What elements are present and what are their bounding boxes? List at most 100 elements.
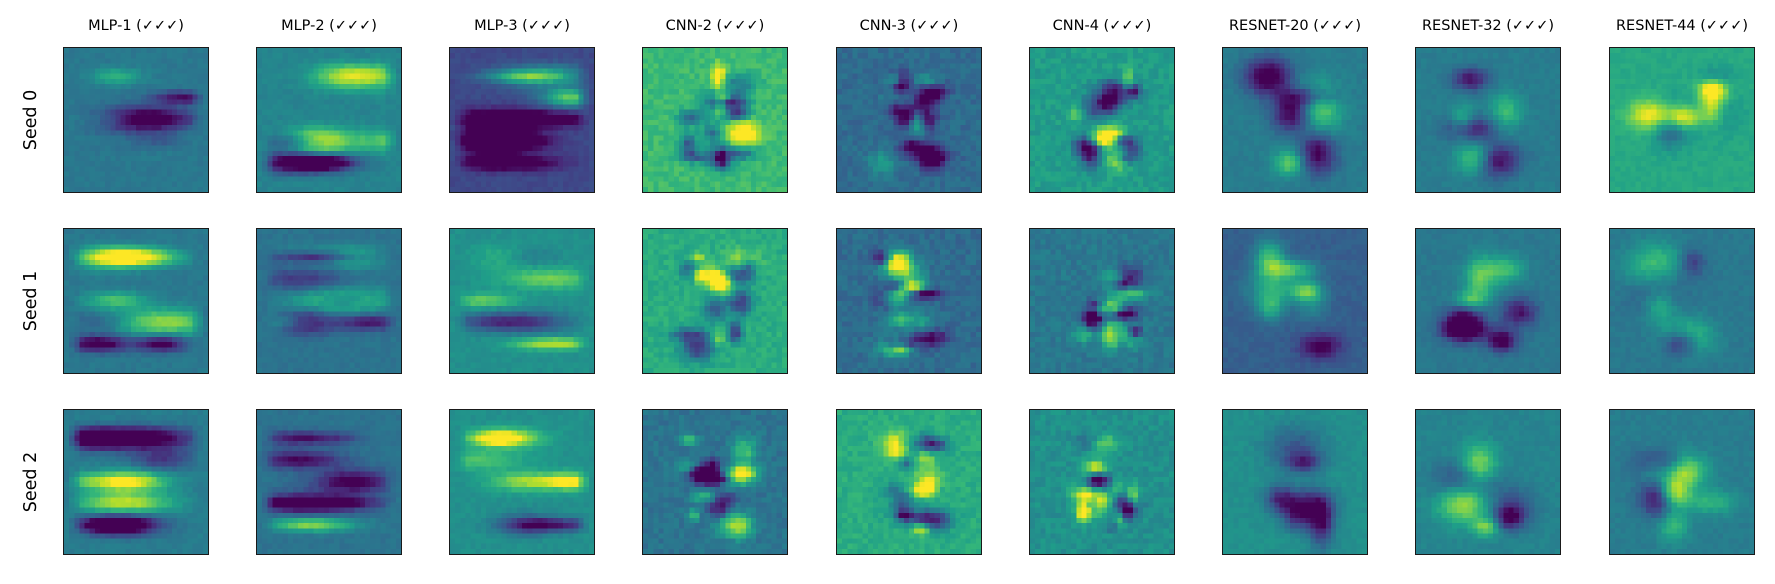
heatmap-cell (673, 135, 680, 141)
heatmap-cell (873, 63, 879, 69)
heatmap-cell (919, 58, 925, 64)
heatmap-cell (725, 94, 731, 100)
heatmap-cell (643, 73, 649, 79)
heatmap-cell (1096, 109, 1103, 115)
heatmap-cell (172, 78, 178, 85)
heatmap-cell (914, 53, 920, 59)
heatmap-cell (1233, 89, 1239, 95)
heatmap-cell (578, 186, 584, 192)
heatmap-cell (547, 68, 553, 74)
heatmap-cell (888, 89, 894, 95)
heatmap-cell (893, 171, 899, 177)
heatmap-cell (89, 94, 95, 100)
heatmap-cell (166, 63, 173, 69)
heatmap-cell (1356, 58, 1362, 64)
heatmap-cell (470, 171, 476, 177)
heatmap-cell (390, 84, 396, 90)
heatmap-cell (745, 58, 752, 64)
heatmap-cell (1071, 84, 1077, 90)
heatmap-cell (1045, 78, 1051, 85)
heatmap-cell (1228, 53, 1234, 59)
heatmap-cell (308, 156, 314, 162)
heatmap-cell (689, 145, 695, 151)
heatmap-cell (1320, 89, 1326, 95)
heatmap-cell (658, 89, 664, 95)
heatmap-cell (282, 181, 288, 187)
heatmap-cell (1163, 120, 1169, 126)
heatmap-cell (970, 171, 976, 177)
heatmap-cell (970, 120, 976, 126)
heatmap-cell (486, 125, 492, 131)
heatmap-cell (679, 130, 685, 136)
heatmap-cell (1091, 48, 1097, 54)
heatmap-cell (1158, 94, 1164, 100)
heatmap-cell (1086, 161, 1092, 167)
heatmap-cell (1310, 78, 1316, 85)
heatmap-cell (653, 156, 659, 162)
heatmap-cell (960, 104, 966, 110)
heatmap-cell (950, 89, 956, 95)
heatmap-cell (1248, 84, 1254, 90)
heatmap-cell (694, 68, 700, 74)
heatmap-cell (694, 63, 700, 69)
heatmap-cell (115, 89, 121, 95)
heatmap-cell (511, 63, 517, 69)
heatmap-cell (151, 73, 157, 79)
heatmap-cell (187, 89, 193, 95)
heatmap-cell (552, 73, 559, 79)
heatmap-cell (955, 135, 961, 141)
heatmap-cell (100, 53, 106, 59)
heatmap-cell (1127, 63, 1133, 69)
heatmap-cell (939, 84, 946, 90)
heatmap-cell (862, 171, 868, 177)
heatmap-cell (658, 94, 664, 100)
heatmap-cell (658, 114, 664, 121)
heatmap-cell (146, 63, 152, 69)
heatmap-cell (862, 109, 868, 115)
heatmap-cell (1153, 145, 1159, 151)
heatmap-cell (491, 63, 497, 69)
heatmap-cell (375, 99, 381, 105)
heatmap-cell (648, 130, 654, 136)
heatmap-cell (69, 161, 75, 167)
heatmap-cell (1279, 78, 1285, 85)
heatmap-cell (699, 73, 705, 79)
heatmap-cell (730, 135, 736, 141)
heatmap-cell (725, 63, 731, 69)
heatmap-cell (375, 109, 381, 115)
heatmap-cell (115, 161, 121, 167)
heatmap-cell (308, 176, 314, 182)
heatmap-cell (873, 84, 879, 90)
heatmap-cell (511, 161, 517, 167)
heatmap-cell (1107, 104, 1113, 110)
heatmap-cell (883, 53, 889, 59)
heatmap-cell (720, 48, 726, 54)
heatmap-cell (1153, 78, 1159, 85)
heatmap-cell (1066, 114, 1072, 121)
heatmap-cell (893, 150, 899, 157)
heatmap-cell (177, 53, 183, 59)
heatmap-cell (1096, 186, 1103, 192)
heatmap-cell (898, 125, 904, 131)
heatmap-cell (532, 120, 538, 126)
heatmap-cell (161, 94, 167, 100)
heatmap-cell (658, 150, 664, 157)
heatmap-cell (94, 171, 101, 177)
heatmap-cell (1127, 104, 1133, 110)
heatmap-cell (532, 156, 538, 162)
heatmap-cell (84, 78, 90, 85)
heatmap-cell (960, 89, 966, 95)
heatmap-cell (547, 145, 553, 151)
heatmap-cell (873, 58, 879, 64)
heatmap-cell (130, 145, 137, 151)
heatmap-cell (375, 58, 381, 64)
heatmap-cell (465, 145, 471, 151)
heatmap-cell (501, 104, 507, 110)
heatmap-cell (318, 58, 324, 64)
heatmap-cell (125, 120, 131, 126)
heatmap-cell (914, 156, 920, 162)
heatmap-cell (74, 120, 80, 126)
heatmap-cell (663, 68, 669, 74)
heatmap-cell (1132, 94, 1139, 100)
heatmap-cell (588, 150, 594, 157)
